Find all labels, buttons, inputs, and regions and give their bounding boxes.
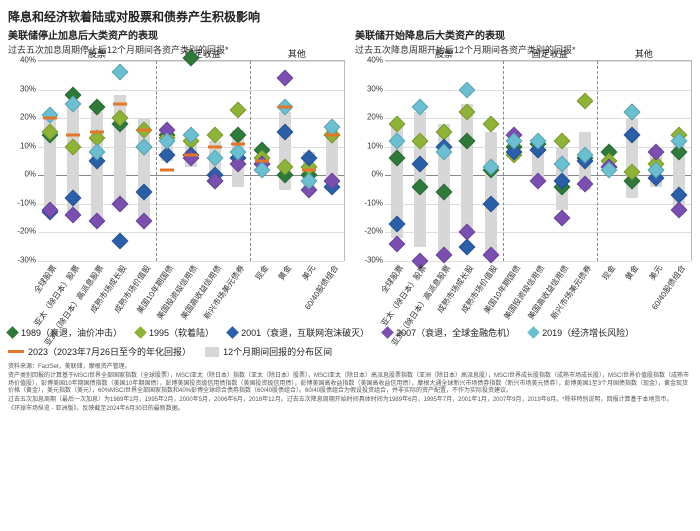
y-tick-label: -30% — [364, 256, 383, 265]
charts-row: 美联储停止加息后大类资产的表现 过去五次加息周期停止后12个月期间各资产类别的回… — [8, 27, 692, 320]
legend-label: 2007（衰退，全球金融危机） — [396, 326, 515, 339]
y-tick-label: 40% — [20, 56, 36, 65]
legend-item: 12个月期间回报的分布区间 — [205, 345, 332, 358]
right-yaxis: -30%-20%-10%0%10%20%30%40% — [355, 60, 385, 260]
legend-item: 1989（衰退，油价冲击） — [8, 326, 122, 339]
chart-right: 美联储开始降息后大类资产的表现 过去五次降息周期开始后12个月期间各资产类别的回… — [355, 27, 692, 320]
y-tick-label: 0% — [24, 170, 36, 179]
y-tick-label: -30% — [17, 256, 36, 265]
left-xaxis: 全球股票亚太（除日本）股票亚洲（除日本）高派息股票成熟市场成长股成熟市场价值股美… — [38, 61, 344, 261]
legend-item: 2001（衰退，互联网泡沫破灭） — [228, 326, 369, 339]
left-plot-area: 股票固定收益其他 全球股票亚太（除日本）股票亚洲（除日本）高派息股票成熟市场成长… — [38, 60, 345, 261]
y-tick-label: 40% — [367, 56, 383, 65]
group-header: 股票 — [88, 47, 106, 60]
footnote-source: 资料来源：FactSet，美联储，摩根资产管理。 — [8, 364, 692, 372]
group-header: 其他 — [635, 47, 653, 60]
legend-swatch — [6, 326, 19, 339]
y-tick-label: -10% — [364, 198, 383, 207]
legend: 1989（衰退，油价冲击） 1995（软着陆） 2001（衰退，互联网泡沫破灭） 20… — [8, 326, 692, 358]
legend-swatch — [527, 326, 540, 339]
y-tick-label: 20% — [367, 113, 383, 122]
legend-label: 12个月期间回报的分布区间 — [223, 345, 332, 358]
legend-item: 1995（软着陆） — [136, 326, 214, 339]
legend-swatch — [205, 347, 219, 357]
y-tick-label: 0% — [371, 170, 383, 179]
legend-label: 2019（经济增长风险） — [542, 326, 634, 339]
left-yaxis: -30%-20%-10%0%10%20%30%40% — [8, 60, 38, 260]
x-tick-label: 现金 — [599, 263, 617, 282]
legend-swatch — [134, 326, 147, 339]
legend-label: 2023（2023年7月26日至今的年化回报） — [28, 345, 191, 358]
footnote-3: 《环球市场纵览 - 亚洲版》。反映截至2024年6月30日的最新数据。 — [8, 406, 692, 414]
legend-item: 2019（经济增长风险） — [529, 326, 634, 339]
right-xaxis: 全球股票亚太（除日本）股票亚洲（除日本）高派息股票成熟市场成长股成熟市场价值股美… — [385, 61, 691, 261]
y-tick-label: -20% — [364, 227, 383, 236]
y-tick-label: 30% — [367, 84, 383, 93]
gridline — [385, 261, 691, 262]
x-tick-label: 黄金 — [623, 263, 641, 282]
y-tick-label: 20% — [20, 113, 36, 122]
legend-item: 2023（2023年7月26日至今的年化回报） — [8, 345, 191, 358]
left-subtitle: 美联储停止加息后大类资产的表现 — [8, 27, 345, 42]
y-tick-label: 10% — [367, 141, 383, 150]
footnotes: 资料来源：FactSet，美联储，摩根资产管理。 资产类别回报的计算基于MSCI… — [8, 364, 692, 414]
legend-label: 1995（软着陆） — [149, 326, 214, 339]
group-header: 股票 — [435, 47, 453, 60]
x-tick-label: 美元 — [647, 263, 665, 282]
legend-swatch — [8, 350, 24, 353]
y-tick-label: 10% — [20, 141, 36, 150]
legend-label: 2001（衰退，互联网泡沫破灭） — [241, 326, 369, 339]
left-plot-frame: -30%-20%-10%0%10%20%30%40% 股票固定收益其他 全球股票… — [8, 60, 345, 320]
x-tick-label: 现金 — [252, 263, 270, 282]
group-header: 其他 — [288, 47, 306, 60]
gridline — [38, 261, 344, 262]
y-tick-label: 30% — [20, 84, 36, 93]
footnote-2: 过去五次加息周期（最后一次加息）为1989年2月，1995年2月，2000年5月… — [8, 397, 692, 405]
right-subtitle: 美联储开始降息后大类资产的表现 — [355, 27, 692, 42]
chart-left: 美联储停止加息后大类资产的表现 过去五次加息周期停止后12个月期间各资产类别的回… — [8, 27, 345, 320]
y-tick-label: -20% — [17, 227, 36, 236]
legend-label: 1989（衰退，油价冲击） — [21, 326, 122, 339]
page-title: 降息和经济软着陆或对股票和债券产生积极影响 — [8, 8, 692, 25]
group-header: 固定收益 — [532, 47, 568, 60]
legend-swatch — [226, 326, 239, 339]
right-plot-frame: -30%-20%-10%0%10%20%30%40% 股票固定收益其他 全球股票… — [355, 60, 692, 320]
right-plot-area: 股票固定收益其他 全球股票亚太（除日本）股票亚洲（除日本）高派息股票成熟市场成长… — [385, 60, 692, 261]
y-tick-label: -10% — [17, 198, 36, 207]
footnote-1: 资产类别回报的计算基于MSCI世界全部国家指数（全球股票），MSCI亚太（除日本… — [8, 373, 692, 396]
x-tick-label: 黄金 — [276, 263, 294, 282]
x-tick-label: 美元 — [300, 263, 318, 282]
